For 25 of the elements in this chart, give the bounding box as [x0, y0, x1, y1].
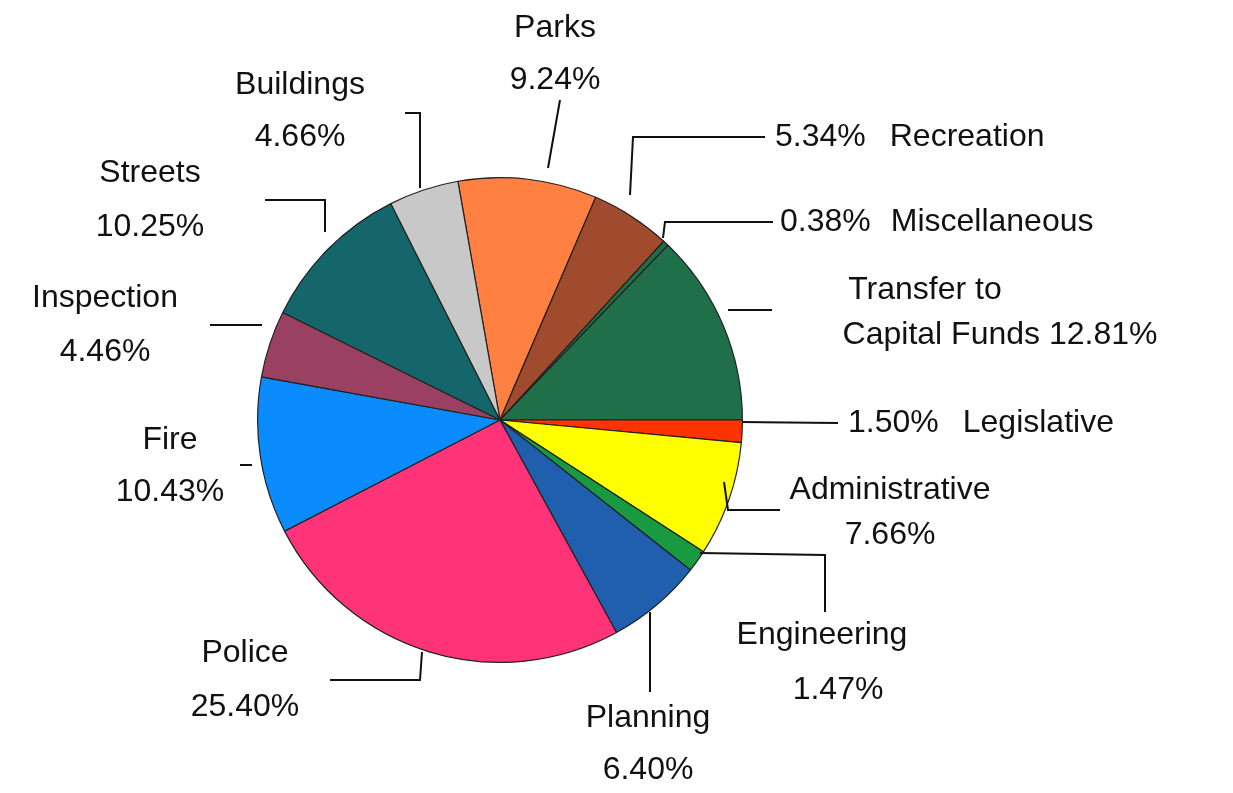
slice-label: Transfer to Capital Funds 12.81%: [842, 269, 1158, 351]
slice-label: Legislative: [962, 402, 1114, 439]
slice-label: Engineering: [736, 614, 908, 651]
slice-label: Police: [201, 632, 289, 669]
data-label: 5.34%: [775, 116, 866, 153]
data-label: 25.40%: [190, 686, 300, 723]
slice-label: Recreation: [889, 116, 1045, 153]
slice-label: Streets: [99, 152, 201, 189]
data-label: 4.46%: [59, 331, 151, 368]
data-label: 9.24%: [509, 59, 601, 96]
data-label: 10.25%: [95, 206, 205, 243]
data-label: 1.47%: [792, 669, 884, 706]
slice-label: Miscellaneous: [890, 201, 1094, 238]
data-label: 1.50%: [848, 402, 939, 439]
slice-label: Buildings: [235, 64, 365, 101]
data-label: 6.40%: [602, 749, 694, 786]
data-label: 7.66%: [844, 514, 936, 551]
data-label: 4.66%: [254, 116, 346, 153]
slice-label: Administrative: [789, 469, 991, 506]
slice-label: Fire: [142, 419, 198, 456]
data-label: 0.38%: [780, 201, 871, 238]
slice-label: Parks: [514, 7, 596, 44]
slice-label: Inspection: [32, 277, 178, 314]
data-label: 10.43%: [115, 471, 225, 508]
slice-label: Planning: [585, 697, 711, 734]
